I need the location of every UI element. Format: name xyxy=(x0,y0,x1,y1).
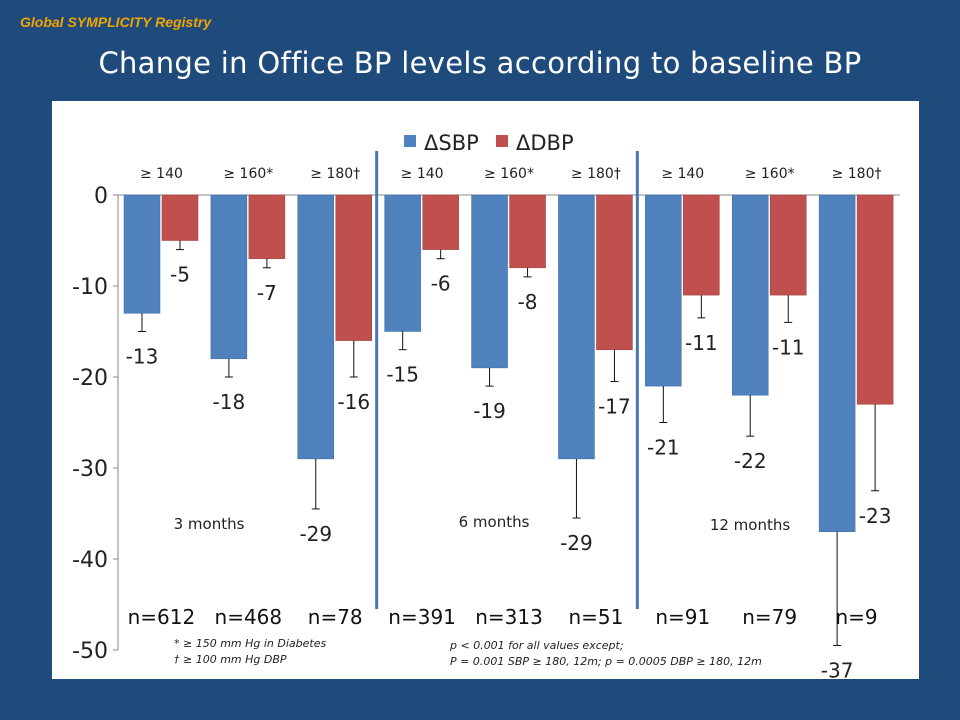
bar-sbp xyxy=(471,194,508,369)
bar-sbp xyxy=(731,194,769,396)
period-label: 3 months xyxy=(174,515,245,533)
bar-sbp xyxy=(297,194,335,460)
data-label-dbp: -8 xyxy=(518,290,538,314)
data-label-sbp: -37 xyxy=(821,658,854,679)
n-label: n=78 xyxy=(308,605,363,629)
bar-dbp xyxy=(509,194,546,269)
data-label-dbp: -11 xyxy=(685,331,718,355)
bar-dbp xyxy=(161,194,199,241)
category-label: ≥ 180† xyxy=(310,166,360,182)
y-tick-label: -40 xyxy=(72,548,108,573)
footnote-star: * ≥ 150 mm Hg in Diabetes xyxy=(174,637,327,650)
data-label-dbp: -5 xyxy=(170,263,190,287)
n-label: n=91 xyxy=(655,605,710,629)
bar-sbp xyxy=(818,194,856,532)
category-label: ≥ 180† xyxy=(571,166,621,182)
registry-label: Global SYMPLICITY Registry xyxy=(20,14,212,30)
bar-dbp xyxy=(856,194,894,405)
pvalue-note-line2: P = 0.001 SBP ≥ 180, 12m; p = 0.0005 DBP… xyxy=(450,655,762,668)
category-label: ≥ 140 xyxy=(661,166,704,182)
bar-sbp xyxy=(645,194,682,387)
data-label-dbp: -17 xyxy=(598,395,631,419)
page-title: Change in Office BP levels according to … xyxy=(98,46,862,80)
y-tick-label: 0 xyxy=(94,184,108,209)
data-label-sbp: -18 xyxy=(213,390,246,414)
data-label-sbp: -29 xyxy=(560,531,593,555)
category-label: ≥ 140 xyxy=(401,166,444,182)
bar-dbp xyxy=(248,194,286,259)
period-label: 6 months xyxy=(459,513,530,531)
n-label: n=391 xyxy=(388,605,456,629)
y-tick-label: -50 xyxy=(72,639,108,664)
bar-sbp xyxy=(123,194,161,314)
data-label-dbp: -23 xyxy=(859,504,892,528)
n-label: n=313 xyxy=(475,605,543,629)
category-label: ≥ 160* xyxy=(745,166,795,182)
data-label-dbp: -6 xyxy=(431,272,451,296)
category-label: ≥ 160* xyxy=(223,166,273,182)
data-label-sbp: -19 xyxy=(473,399,506,423)
footnote-dagger: † ≥ 100 mm Hg DBP xyxy=(174,653,287,666)
data-label-dbp: -11 xyxy=(772,335,805,359)
y-tick-label: -30 xyxy=(72,457,108,482)
pvalue-note-line1: p < 0.001 for all values except; xyxy=(449,639,624,652)
category-label: ≥ 180† xyxy=(832,166,882,182)
category-label: ≥ 160* xyxy=(484,166,534,182)
bar-dbp xyxy=(769,194,807,296)
chart-panel: 0 -10 -20 -30 -40 -50 ΔSBP ΔDBP ≥ 140 -13 -5 n=612 ≥… xyxy=(52,101,919,679)
bar-dbp xyxy=(683,194,720,296)
bar-dbp xyxy=(335,194,373,341)
legend-label-sbp: ΔSBP xyxy=(424,131,479,155)
n-label: n=79 xyxy=(742,605,797,629)
data-label-sbp: -29 xyxy=(299,522,332,546)
bar-sbp xyxy=(210,194,248,360)
data-label-sbp: -21 xyxy=(647,436,680,460)
data-label-sbp: -15 xyxy=(386,363,419,387)
category-label: ≥ 140 xyxy=(140,166,183,182)
bar-dbp xyxy=(596,194,633,350)
n-label: n=51 xyxy=(568,605,623,629)
bar-chart: 0 -10 -20 -30 -40 -50 ΔSBP ΔDBP ≥ 140 -13 -5 n=612 ≥… xyxy=(72,131,900,679)
data-label-dbp: -16 xyxy=(337,390,370,414)
n-label: n=9 xyxy=(835,605,877,629)
data-label-sbp: -13 xyxy=(126,345,159,369)
y-tick-label: -20 xyxy=(72,366,108,391)
bar-sbp xyxy=(558,194,595,460)
bar-dbp xyxy=(422,194,459,250)
data-label-sbp: -22 xyxy=(734,449,767,473)
legend-swatch-sbp xyxy=(404,135,416,147)
legend-swatch-dbp xyxy=(496,135,508,147)
data-label-dbp: -7 xyxy=(257,281,277,305)
period-label: 12 months xyxy=(710,516,791,534)
bar-sbp xyxy=(384,194,421,332)
y-tick-label: -10 xyxy=(72,275,108,300)
n-label: n=612 xyxy=(128,605,196,629)
legend-label-dbp: ΔDBP xyxy=(516,131,574,155)
n-label: n=468 xyxy=(215,605,283,629)
